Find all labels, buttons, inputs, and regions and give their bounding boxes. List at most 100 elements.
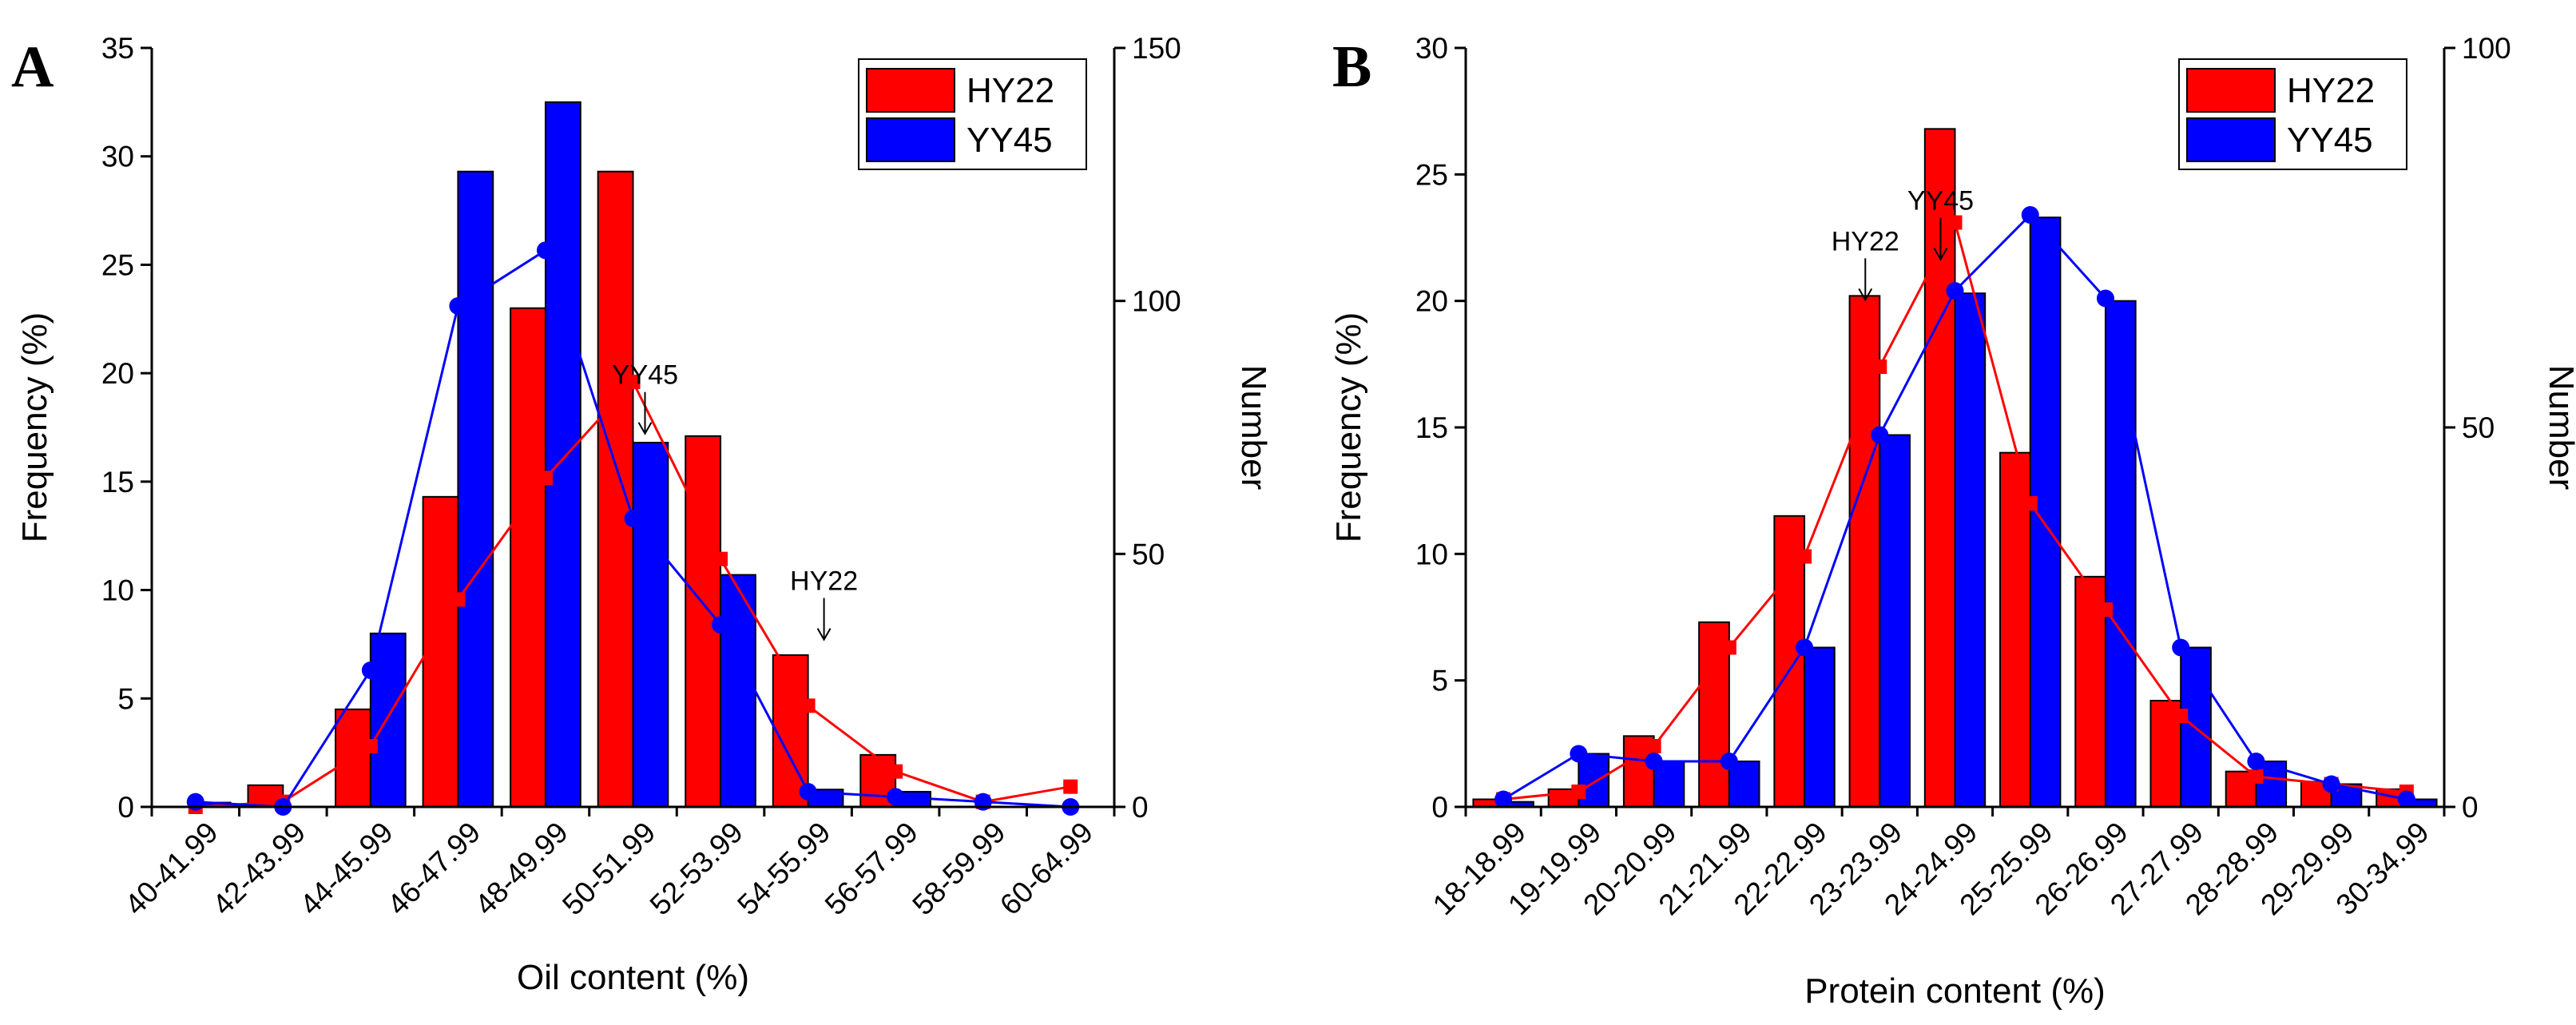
point-hy22-7	[2022, 496, 2038, 511]
y-tick-label: 5	[1431, 665, 1448, 697]
y2-tick-label: 100	[2462, 32, 2511, 65]
x-tick-label: 46-47.99	[381, 816, 486, 921]
x-tick-label: 48-49.99	[469, 816, 574, 921]
y2-tick-label: 150	[1132, 32, 1181, 65]
y2-axis-title: Number	[2542, 365, 2576, 491]
bar-yy45-8	[2104, 300, 2137, 808]
point-yy45-8	[2096, 289, 2114, 308]
point-hy22-3	[451, 592, 466, 607]
point-hy22-10	[1063, 779, 1078, 794]
y-tick-label: 30	[101, 141, 134, 173]
y-tick-label: 20	[101, 357, 134, 390]
x-tick-label: 42-43.99	[206, 816, 312, 921]
point-hy22-6	[713, 551, 728, 566]
bar-yy45-7	[2029, 217, 2062, 808]
y2-axis-title: Number	[1234, 365, 1273, 491]
point-yy45-7	[2021, 206, 2039, 224]
point-hy22-9	[2173, 709, 2189, 723]
x-tick-label: 54-55.99	[731, 816, 836, 921]
y-tick-label: 10	[1415, 538, 1448, 570]
x-axis-title: Oil content (%)	[517, 958, 749, 997]
point-yy45-4	[1796, 638, 1814, 657]
point-yy45-1	[1570, 745, 1588, 763]
y-axis-title: Frequency (%)	[15, 312, 54, 543]
bar-yy45-3	[457, 170, 494, 808]
point-yy45-10	[2247, 753, 2265, 770]
point-yy45-9	[2172, 638, 2190, 657]
x-tick-label: 50-51.99	[556, 816, 661, 921]
point-hy22-4	[1797, 549, 1812, 564]
y2-tick-label: 50	[1132, 538, 1165, 570]
annotation-arrow-head	[1933, 248, 1948, 261]
point-yy45-0	[1494, 790, 1513, 808]
point-hy22-2	[363, 739, 378, 753]
panel-letter: A	[11, 34, 54, 100]
point-yy45-3	[449, 297, 467, 315]
x-tick-label: 52-53.99	[644, 816, 749, 921]
annotation-label: HY22	[1832, 226, 1899, 256]
y-tick-label: 5	[117, 682, 134, 715]
bar-hy22-4	[510, 307, 546, 808]
point-yy45-2	[1645, 753, 1663, 770]
point-hy22-3	[1721, 640, 1737, 655]
annotation-arrow-head	[816, 628, 832, 642]
x-tick-label: 40-41.99	[118, 816, 224, 921]
point-hy22-8	[2098, 602, 2113, 617]
y-tick-label: 25	[101, 248, 134, 281]
legend-swatch-hy22	[2186, 68, 2276, 113]
y2-tick-label: 0	[2462, 791, 2479, 824]
bar-hy22-7	[1999, 451, 2031, 808]
y-tick-label: 0	[1431, 791, 1448, 824]
point-yy45-8	[887, 788, 905, 806]
bar-yy45-6	[1954, 292, 1987, 808]
annotation-arrow-head	[1858, 288, 1873, 302]
point-hy22-1	[1571, 785, 1586, 799]
x-tick-label: 60-64.99	[994, 816, 1099, 921]
legend-label-yy45: YY45	[2287, 121, 2373, 160]
y-tick-label: 15	[1415, 411, 1448, 444]
annotation-label: YY45	[612, 360, 678, 391]
point-hy22-6	[1947, 215, 1963, 230]
bar-hy22-5	[597, 170, 634, 808]
y-tick-label: 20	[1415, 285, 1448, 318]
y2-tick-label: 50	[2462, 411, 2495, 444]
bar-yy45-5	[1879, 434, 1911, 808]
legend-swatch-hy22	[866, 68, 955, 113]
y-tick-label: 0	[117, 791, 134, 824]
bar-hy22-3	[422, 495, 459, 808]
panel-a: 0510152025303505010015040-41.9942-43.994…	[11, 32, 1273, 997]
legend-swatch-yy45	[866, 117, 955, 162]
point-yy45-12	[2397, 790, 2415, 808]
bar-yy45-1	[1578, 753, 1610, 808]
bar-yy45-4	[544, 101, 581, 808]
panel-letter: B	[1332, 34, 1371, 100]
point-hy22-2	[1646, 739, 1661, 753]
legend-label-yy45: YY45	[966, 121, 1053, 160]
point-yy45-3	[1720, 753, 1738, 770]
point-yy45-4	[536, 241, 554, 260]
bar-hy22-4	[1773, 514, 1806, 808]
y-tick-label: 30	[1415, 32, 1448, 65]
point-hy22-5	[1872, 360, 1887, 374]
legend-label-hy22: HY22	[966, 71, 1054, 110]
point-yy45-6	[1946, 282, 1964, 300]
x-tick-label: 56-57.99	[819, 816, 924, 921]
point-yy45-5	[1871, 426, 1889, 444]
annotation-arrow-head	[637, 422, 653, 435]
bar-yy45-5	[632, 442, 669, 808]
point-hy22-8	[888, 764, 903, 779]
bar-yy45-4	[1804, 646, 1836, 808]
point-yy45-6	[712, 616, 730, 634]
point-yy45-2	[361, 661, 379, 679]
point-yy45-7	[799, 783, 817, 801]
annotation-label: HY22	[790, 566, 858, 597]
point-yy45-5	[624, 510, 642, 527]
bar-yy45-2	[369, 632, 407, 808]
y2-tick-label: 100	[1132, 285, 1181, 318]
bar-yy45-3	[1728, 761, 1760, 808]
point-hy22-5	[625, 375, 641, 389]
panel-b: 05101520253005010018-18.9919-19.9920-20.…	[1329, 32, 2576, 1011]
x-tick-label: 44-45.99	[294, 816, 399, 921]
point-hy22-4	[538, 471, 553, 486]
